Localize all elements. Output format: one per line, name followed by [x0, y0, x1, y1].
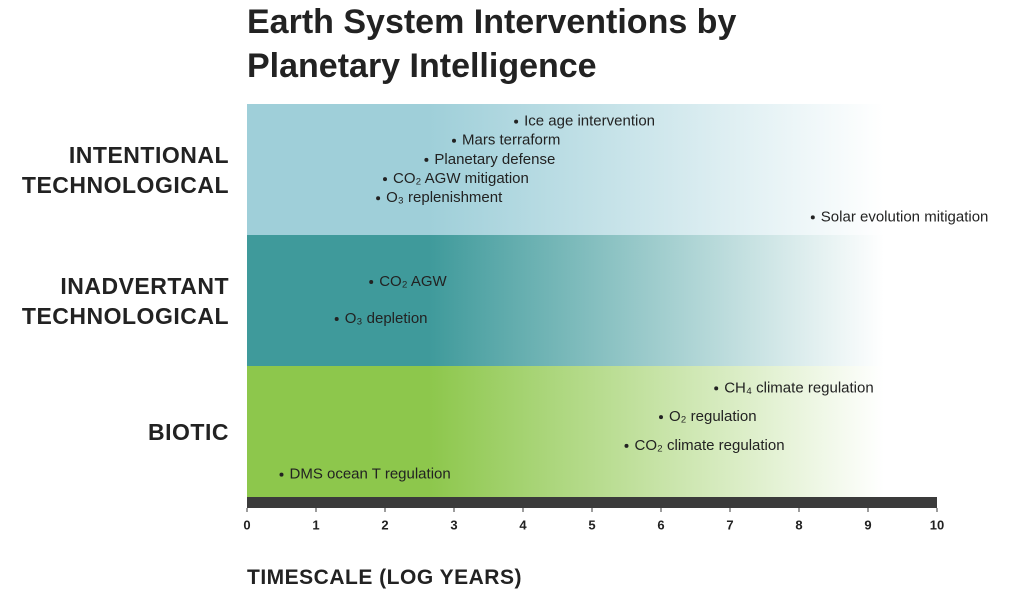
- point-label: Solar evolution mitigation: [821, 208, 989, 225]
- point: [424, 157, 429, 162]
- chart-title: Earth System Interventions by Planetary …: [247, 3, 737, 85]
- x-axis-label: TIMESCALE (LOG YEARS): [247, 566, 522, 589]
- band-label: INTENTIONAL TECHNOLOGICAL: [21, 141, 229, 198]
- point-label: O₂ regulation: [669, 408, 757, 425]
- band: [247, 104, 897, 235]
- point-label: CO₂ AGW: [379, 273, 447, 290]
- x-tick-label: 8: [795, 517, 802, 532]
- point: [334, 317, 339, 321]
- point: [810, 215, 815, 220]
- point: [279, 472, 284, 477]
- point-label: Ice age intervention: [524, 113, 655, 130]
- band-label: INADVERTANT TECHNOLOGICAL: [21, 272, 229, 329]
- x-axis: [247, 497, 937, 508]
- x-tick-label: 5: [588, 517, 595, 532]
- point: [514, 119, 519, 124]
- point: [452, 138, 456, 143]
- point-label: CO₂ AGW mitigation: [393, 170, 529, 187]
- x-tick-label: 0: [243, 517, 250, 532]
- x-tick-label: 3: [450, 517, 457, 532]
- point: [369, 280, 374, 284]
- band-label: BIOTIC: [148, 418, 229, 445]
- point-label: O₃ replenishment: [386, 189, 503, 206]
- band: [247, 235, 897, 366]
- x-tick-label: 4: [519, 517, 527, 532]
- x-tick-label: 6: [657, 517, 664, 532]
- point: [383, 177, 387, 182]
- point-label: CO₂ climate regulation: [635, 437, 785, 454]
- x-tick-label: 10: [930, 517, 944, 532]
- point-label: CH₄ climate regulation: [724, 379, 874, 396]
- band: [247, 366, 897, 497]
- point: [624, 443, 629, 448]
- point-label: O₃ depletion: [345, 310, 428, 327]
- point: [659, 415, 663, 420]
- point: [376, 196, 381, 201]
- x-tick-label: 1: [312, 517, 319, 532]
- x-tick-label: 7: [726, 517, 733, 532]
- x-tick-label: 2: [381, 517, 388, 532]
- point-label: Planetary defense: [434, 151, 555, 168]
- point: [714, 386, 719, 391]
- x-tick-label: 9: [864, 517, 871, 532]
- point-label: DMS ocean T regulation: [290, 466, 451, 483]
- point-label: Mars terraform: [462, 132, 560, 149]
